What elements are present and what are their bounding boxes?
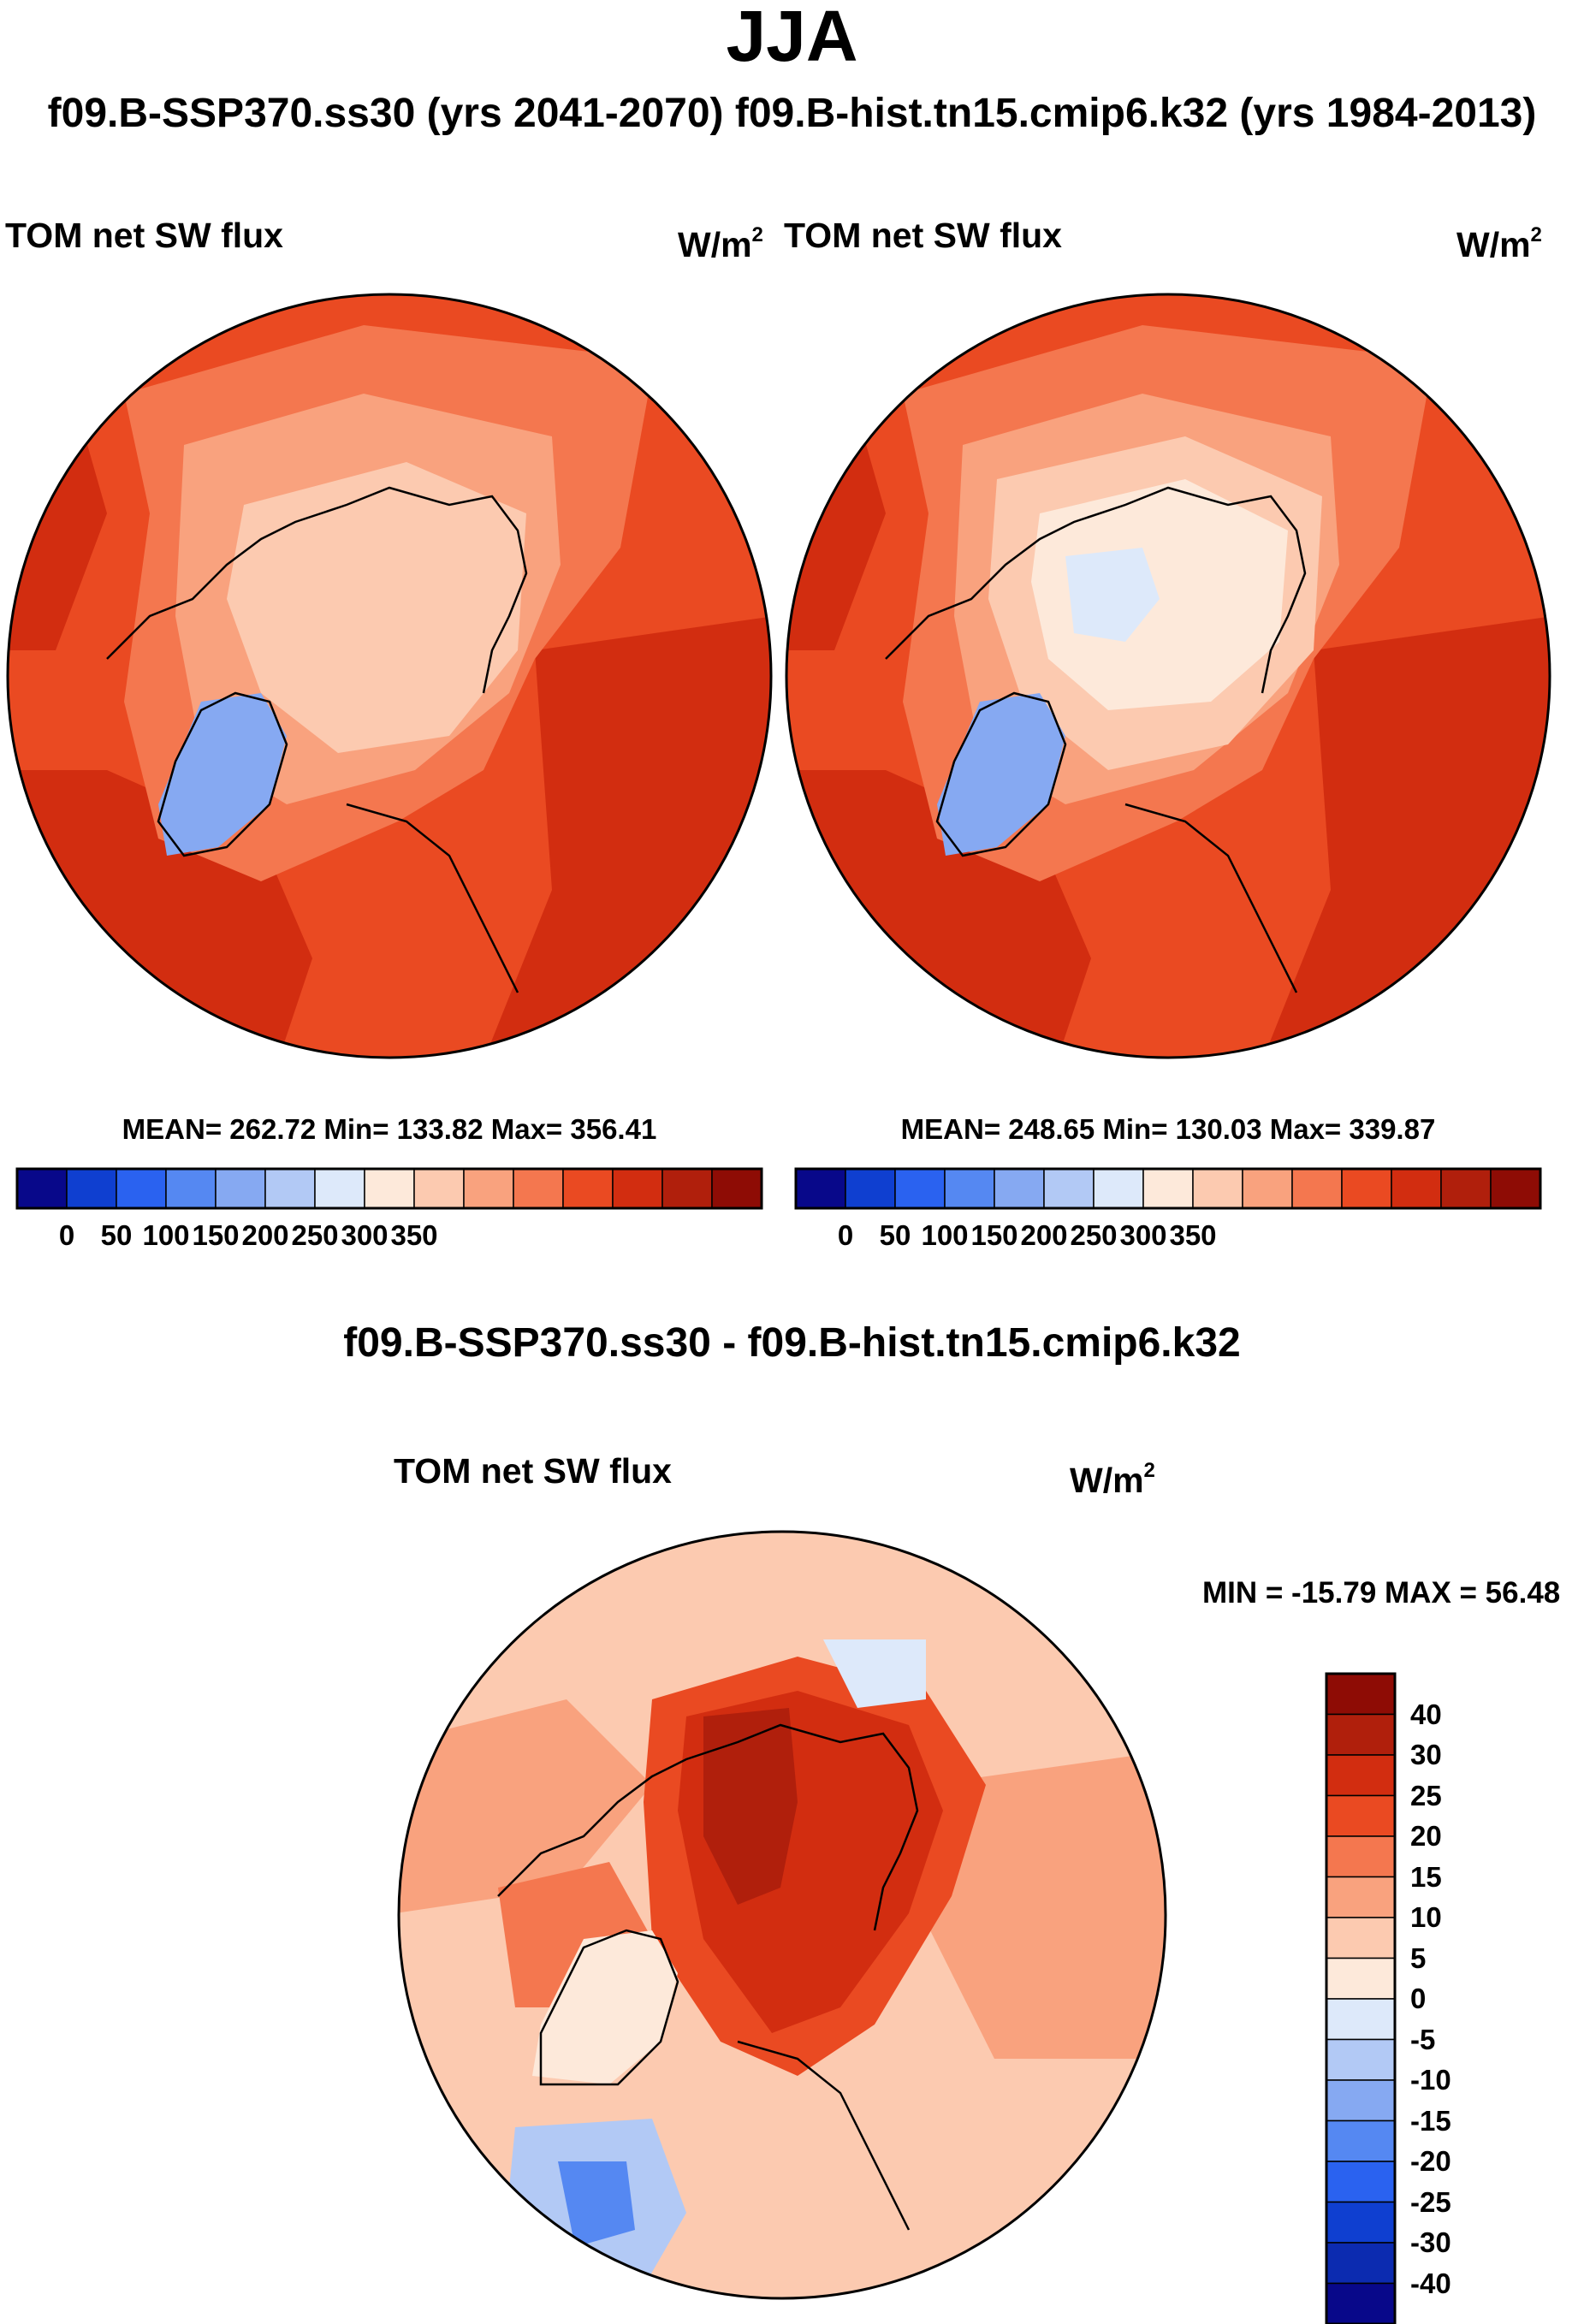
colorbar-panel2-swatch <box>895 1169 945 1208</box>
colorbar-panel2-swatch <box>1391 1169 1441 1208</box>
colorbar-difference-swatch <box>1326 1755 1395 1796</box>
colorbar-panel2-swatch <box>945 1169 994 1208</box>
panel3-units-exponent: 2 <box>1144 1459 1155 1482</box>
panel2-variable-label: TOM net SW flux <box>784 214 1062 257</box>
colorbar-panel1-swatch <box>613 1169 662 1208</box>
colorbar-difference-tick-label: -15 <box>1410 2104 1451 2138</box>
colorbar-difference-tick-label: -5 <box>1410 2023 1435 2057</box>
colorbar-difference-swatch <box>1326 1796 1395 1837</box>
panel2-units-base: W/m <box>1456 225 1531 264</box>
colorbar-difference-swatch <box>1326 2284 1395 2324</box>
colorbar-difference-swatch <box>1326 1674 1395 1715</box>
colorbar-difference-swatch <box>1326 1836 1395 1877</box>
colorbar-panel1-swatch <box>662 1169 712 1208</box>
colorbar-panel2-swatch <box>1094 1169 1143 1208</box>
colorbar-difference-tick-label: -10 <box>1410 2063 1451 2097</box>
colorbar-difference-swatch <box>1326 2080 1395 2121</box>
figure-title: JJA <box>0 0 1584 72</box>
polar-map-difference <box>395 1528 1169 2302</box>
colorbar-panel2-swatch <box>1342 1169 1391 1208</box>
colorbar-difference-tick-label: -40 <box>1410 2267 1451 2301</box>
panel2-stats: MEAN= 248.65 Min= 130.03 Max= 339.87 <box>779 1112 1557 1147</box>
colorbar-panel1-swatch <box>464 1169 513 1208</box>
colorbar-panel1-swatch <box>166 1169 216 1208</box>
colorbar-difference-tick-label: 40 <box>1410 1698 1442 1732</box>
panel3-variable-label: TOM net SW flux <box>394 1450 672 1492</box>
colorbar-panel1 <box>17 1169 762 1208</box>
panel1-units-base: W/m <box>678 225 752 264</box>
colorbar-panel2-swatch <box>1243 1169 1292 1208</box>
colorbar-panel1-tick-label: 350 <box>363 1218 466 1253</box>
colorbar-panel2-swatch <box>1491 1169 1540 1208</box>
colorbar-panel1-swatch <box>712 1169 762 1208</box>
colorbar-difference-tick-label: -30 <box>1410 2226 1451 2260</box>
panel3-units-base: W/m <box>1070 1461 1144 1500</box>
panel2-units-exponent: 2 <box>1531 223 1542 246</box>
colorbar-difference-swatch <box>1326 1999 1395 2040</box>
colorbar-panel1-swatch <box>17 1169 67 1208</box>
colorbar-difference-swatch <box>1326 1918 1395 1959</box>
colorbar-panel2-swatch <box>994 1169 1044 1208</box>
figure-subtitle: f09.B-SSP370.ss30 (yrs 2041-2070) f09.B-… <box>0 84 1584 144</box>
colorbar-difference-swatch <box>1326 1715 1395 1756</box>
colorbar-difference-swatch <box>1326 2040 1395 2081</box>
colorbar-panel2-swatch <box>1292 1169 1342 1208</box>
colorbar-difference-swatch <box>1326 1877 1395 1918</box>
colorbar-panel2 <box>796 1169 1540 1208</box>
panel1-units-label: W/m2 <box>678 214 763 266</box>
difference-title: f09.B-SSP370.ss30 - f09.B-hist.tn15.cmip… <box>0 1318 1584 1369</box>
colorbar-difference-tick-label: 25 <box>1410 1779 1442 1813</box>
colorbar-difference-tick-label: 5 <box>1410 1942 1426 1976</box>
colorbar-panel2-tick-label: 350 <box>1142 1218 1244 1253</box>
colorbar-panel2-swatch <box>1044 1169 1094 1208</box>
polar-map-historical <box>783 291 1553 1061</box>
colorbar-difference-tick-label: 15 <box>1410 1860 1442 1894</box>
colorbar-panel2-swatch <box>796 1169 845 1208</box>
panel2-units-label: W/m2 <box>1456 214 1542 266</box>
panel1-variable-label: TOM net SW flux <box>5 214 283 257</box>
colorbar-difference-swatch <box>1326 2121 1395 2162</box>
colorbar-difference-swatch <box>1326 2161 1395 2202</box>
polar-map-ssp370 <box>4 291 774 1061</box>
colorbar-panel1-swatch <box>365 1169 414 1208</box>
panel1-stats: MEAN= 262.72 Min= 133.82 Max= 356.41 <box>0 1112 779 1147</box>
colorbar-panel2-swatch <box>845 1169 895 1208</box>
colorbar-panel1-swatch <box>563 1169 613 1208</box>
colorbar-panel1-swatch <box>116 1169 166 1208</box>
colorbar-panel1-swatch <box>315 1169 365 1208</box>
colorbar-difference-tick-label: 0 <box>1410 1982 1426 2016</box>
colorbar-difference-tick-label: -25 <box>1410 2185 1451 2220</box>
panel3-minmax: MIN = -15.79 MAX = 56.48 <box>1202 1574 1560 1612</box>
colorbar-difference-swatch <box>1326 2243 1395 2284</box>
colorbar-panel2-swatch <box>1441 1169 1491 1208</box>
colorbar-difference-tick-label: 20 <box>1410 1819 1442 1853</box>
colorbar-panel1-swatch <box>513 1169 563 1208</box>
colorbar-difference-tick-label: 10 <box>1410 1900 1442 1935</box>
colorbar-panel2-swatch <box>1193 1169 1243 1208</box>
colorbar-panel1-swatch <box>67 1169 116 1208</box>
colorbar-difference <box>1326 1674 1395 2324</box>
panel1-units-exponent: 2 <box>752 223 763 246</box>
colorbar-panel1-swatch <box>216 1169 265 1208</box>
colorbar-difference-tick-label: 30 <box>1410 1738 1442 1772</box>
colorbar-difference-tick-label: -20 <box>1410 2144 1451 2179</box>
colorbar-panel1-swatch <box>265 1169 315 1208</box>
colorbar-panel2-swatch <box>1143 1169 1193 1208</box>
panel3-units-label: W/m2 <box>1070 1450 1155 1502</box>
colorbar-difference-swatch <box>1326 1959 1395 2000</box>
colorbar-panel1-swatch <box>414 1169 464 1208</box>
colorbar-difference-swatch <box>1326 2202 1395 2244</box>
